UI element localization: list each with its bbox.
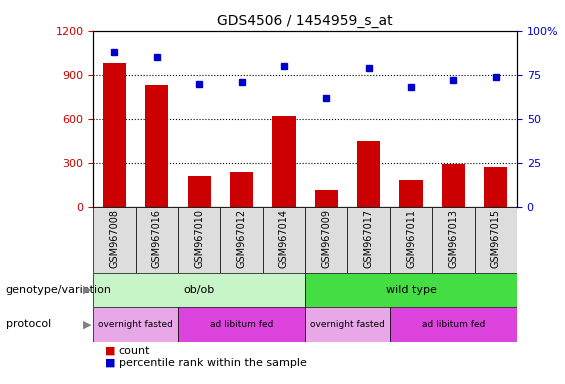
Text: GSM967008: GSM967008 <box>110 209 119 268</box>
Text: GSM967010: GSM967010 <box>194 209 204 268</box>
Text: overnight fasted: overnight fasted <box>310 320 385 329</box>
Text: ▶: ▶ <box>83 319 92 329</box>
FancyBboxPatch shape <box>178 307 305 342</box>
Text: GSM967015: GSM967015 <box>491 209 501 268</box>
Text: count: count <box>119 346 150 356</box>
FancyBboxPatch shape <box>136 207 178 273</box>
Text: GSM967013: GSM967013 <box>449 209 458 268</box>
FancyBboxPatch shape <box>93 273 305 307</box>
FancyBboxPatch shape <box>390 307 517 342</box>
FancyBboxPatch shape <box>305 307 390 342</box>
FancyBboxPatch shape <box>263 207 305 273</box>
Text: GSM967011: GSM967011 <box>406 209 416 268</box>
FancyBboxPatch shape <box>305 207 347 273</box>
FancyBboxPatch shape <box>178 207 220 273</box>
Text: ▶: ▶ <box>83 285 92 295</box>
Bar <box>315 190 338 207</box>
Text: GSM967016: GSM967016 <box>152 209 162 268</box>
Text: ■: ■ <box>105 358 115 368</box>
Text: GSM967014: GSM967014 <box>279 209 289 268</box>
Text: ad libitum fed: ad libitum fed <box>421 320 485 329</box>
FancyBboxPatch shape <box>475 207 517 273</box>
Bar <box>357 141 380 207</box>
Bar <box>484 167 507 207</box>
Text: GSM967009: GSM967009 <box>321 209 331 268</box>
FancyBboxPatch shape <box>93 207 136 273</box>
Text: GSM967012: GSM967012 <box>237 209 246 268</box>
Bar <box>103 63 126 207</box>
Text: genotype/variation: genotype/variation <box>6 285 112 295</box>
Text: protocol: protocol <box>6 319 51 329</box>
Bar <box>145 85 168 207</box>
Bar <box>188 176 211 207</box>
FancyBboxPatch shape <box>93 307 178 342</box>
Title: GDS4506 / 1454959_s_at: GDS4506 / 1454959_s_at <box>218 14 393 28</box>
FancyBboxPatch shape <box>305 273 517 307</box>
FancyBboxPatch shape <box>347 207 390 273</box>
Text: GSM967017: GSM967017 <box>364 209 373 268</box>
FancyBboxPatch shape <box>432 207 475 273</box>
Text: overnight fasted: overnight fasted <box>98 320 173 329</box>
FancyBboxPatch shape <box>390 207 432 273</box>
Bar <box>230 172 253 207</box>
Text: ad libitum fed: ad libitum fed <box>210 320 273 329</box>
Bar <box>442 164 465 207</box>
Text: percentile rank within the sample: percentile rank within the sample <box>119 358 307 368</box>
Bar <box>272 116 295 207</box>
FancyBboxPatch shape <box>220 207 263 273</box>
Text: wild type: wild type <box>385 285 437 295</box>
Text: ob/ob: ob/ob <box>184 285 215 295</box>
Text: ■: ■ <box>105 346 115 356</box>
Bar <box>399 180 423 207</box>
